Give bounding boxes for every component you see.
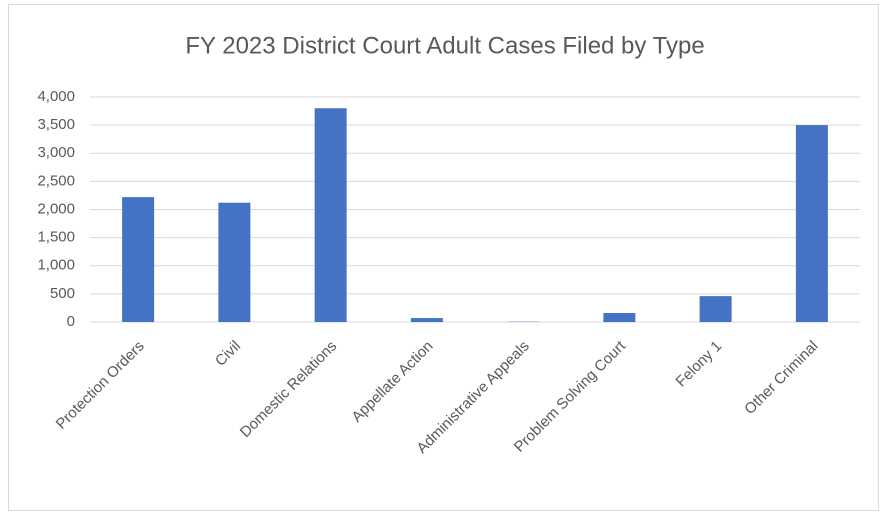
- bar: [699, 296, 732, 322]
- bar: [314, 108, 347, 322]
- y-tick-label: 0: [67, 313, 75, 330]
- bar: [122, 197, 155, 322]
- bar: [795, 125, 828, 322]
- chart-title: FY 2023 District Court Adult Cases Filed…: [185, 32, 704, 59]
- bar: [410, 318, 443, 322]
- y-tick-label: 1,000: [37, 257, 75, 274]
- y-tick-label: 3,500: [37, 116, 75, 133]
- y-tick-label: 500: [50, 285, 75, 302]
- y-tick-label: 2,000: [37, 200, 75, 217]
- bar: [603, 313, 636, 322]
- y-tick-label: 3,000: [37, 144, 75, 161]
- y-tick-label: 1,500: [37, 229, 75, 246]
- y-tick-label: 2,500: [37, 172, 75, 189]
- y-tick-label: 4,000: [37, 88, 75, 105]
- bar: [218, 202, 251, 322]
